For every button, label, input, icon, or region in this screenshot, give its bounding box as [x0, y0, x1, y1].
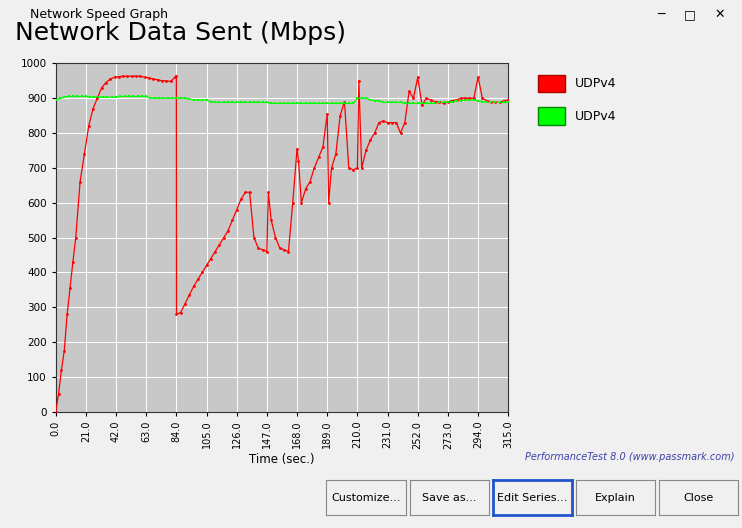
Text: ✕: ✕: [715, 8, 725, 21]
Legend: UDPv4, UDPv4: UDPv4, UDPv4: [533, 70, 622, 130]
Text: Edit Series...: Edit Series...: [497, 493, 568, 503]
Text: Network Speed Graph: Network Speed Graph: [30, 8, 168, 21]
Text: ─: ─: [657, 8, 664, 21]
Text: Close: Close: [683, 493, 714, 503]
Text: □: □: [684, 8, 696, 21]
Text: PerformanceTest 8.0 (www.passmark.com): PerformanceTest 8.0 (www.passmark.com): [525, 452, 735, 462]
Text: Customize...: Customize...: [332, 493, 401, 503]
Text: Explain: Explain: [595, 493, 636, 503]
X-axis label: Time (sec.): Time (sec.): [249, 453, 315, 466]
Text: Save as...: Save as...: [422, 493, 476, 503]
Text: Network Data Sent (Mbps): Network Data Sent (Mbps): [15, 21, 346, 45]
